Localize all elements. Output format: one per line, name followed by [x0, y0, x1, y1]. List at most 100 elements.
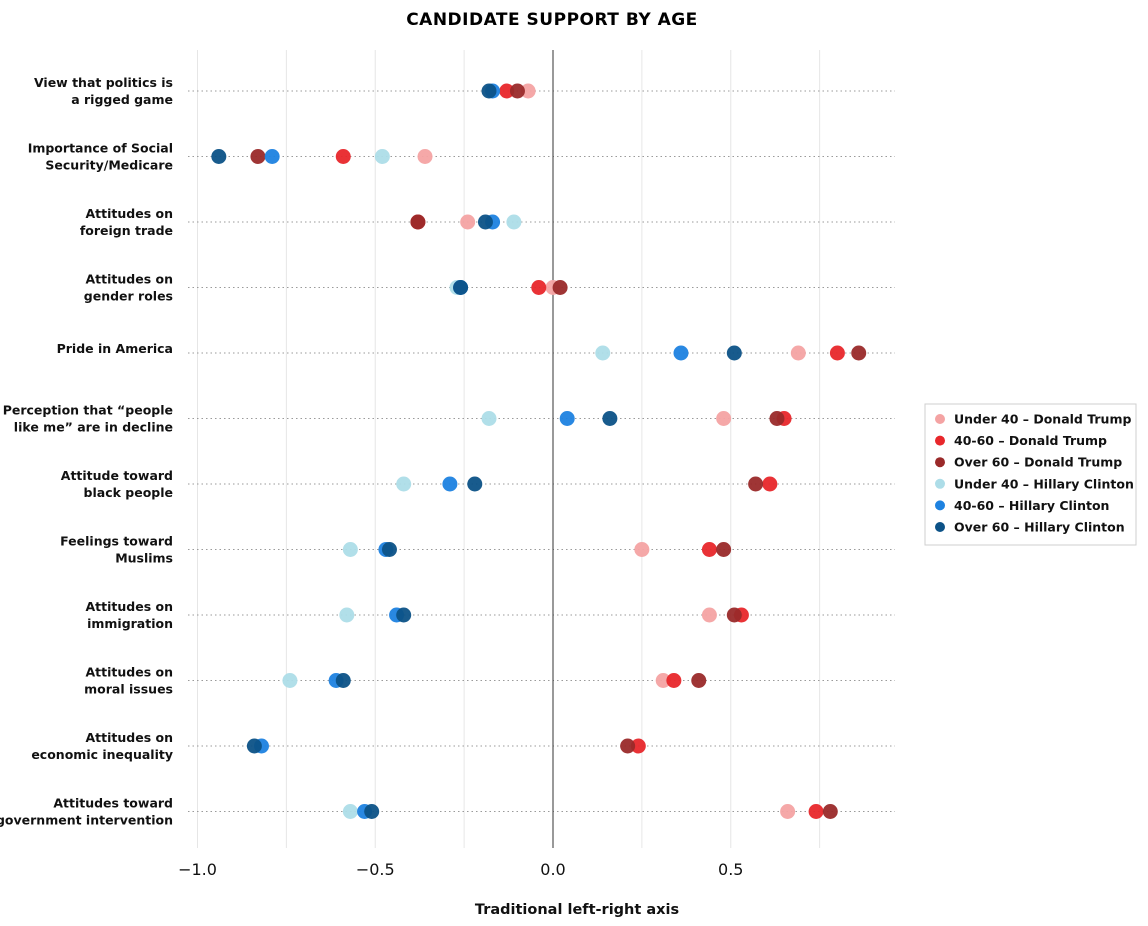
legend-label: 40-60 – Donald Trump — [954, 433, 1107, 448]
category-label: View that politics is — [34, 75, 173, 90]
data-points — [211, 83, 867, 819]
data-point — [630, 738, 646, 754]
legend-label: Over 60 – Hillary Clinton — [954, 520, 1125, 535]
category-label: Pride in America — [57, 341, 173, 356]
data-point — [335, 149, 351, 164]
data-point — [531, 280, 547, 295]
legend-label: Under 40 – Donald Trump — [954, 412, 1131, 427]
grid — [197, 50, 821, 848]
data-point — [780, 804, 796, 819]
category-label: moral issues — [84, 682, 173, 697]
x-axis-ticks: −1.0 −0.5 0.0 0.5 — [178, 860, 743, 879]
data-point — [851, 345, 867, 361]
chart-title: CANDIDATE SUPPORT BY AGE — [406, 10, 698, 30]
data-point — [396, 476, 412, 492]
category-label: Attitudes on — [86, 599, 174, 614]
data-point — [716, 542, 732, 557]
data-point — [559, 411, 575, 426]
data-point — [364, 804, 380, 819]
data-point — [381, 542, 397, 557]
legend-swatch — [935, 414, 945, 424]
data-point — [342, 542, 358, 557]
data-point — [595, 345, 611, 361]
data-point — [790, 345, 806, 361]
data-point — [726, 345, 742, 361]
data-point — [726, 607, 742, 623]
data-point — [246, 738, 262, 754]
data-point — [748, 476, 764, 492]
data-point — [509, 83, 525, 99]
category-label: Attitudes on — [86, 665, 174, 680]
data-point — [822, 804, 838, 819]
data-point — [339, 607, 355, 623]
data-point — [374, 149, 390, 164]
data-point — [673, 345, 689, 361]
x-tick-label: 0.0 — [540, 860, 565, 879]
legend: Under 40 – Donald Trump 40-60 – Donald Tr… — [924, 403, 1137, 546]
category-label: Perception that “people — [3, 403, 173, 418]
data-point — [396, 607, 412, 623]
data-point — [602, 411, 618, 426]
data-point — [620, 738, 636, 754]
data-point — [520, 83, 536, 99]
data-point — [264, 149, 280, 164]
x-tick-label: 0.5 — [718, 860, 743, 879]
category-label: Attitudes on — [86, 272, 174, 287]
data-point — [460, 214, 476, 230]
category-label: immigration — [87, 616, 173, 631]
data-point — [453, 280, 469, 295]
category-label: Importance of Social — [28, 141, 173, 156]
data-point — [506, 214, 522, 230]
data-point — [552, 280, 568, 295]
legend-swatch — [935, 457, 945, 468]
data-point — [769, 411, 785, 426]
data-point — [417, 149, 433, 164]
data-point — [808, 804, 824, 819]
data-point — [701, 607, 717, 623]
category-rows: View that politics is a rigged game Import… — [0, 75, 895, 828]
legend-label: Under 40 – Hillary Clinton — [954, 476, 1134, 491]
data-point — [691, 673, 707, 688]
data-point — [481, 83, 497, 99]
data-point — [282, 673, 298, 688]
data-point — [716, 411, 732, 426]
x-axis-label: Traditional left-right axis — [475, 902, 679, 918]
legend-box — [924, 403, 1137, 546]
x-tick-label: −0.5 — [356, 860, 395, 879]
category-label: Attitudes on — [86, 206, 174, 221]
legend-swatch — [935, 500, 945, 511]
data-point — [467, 476, 483, 492]
data-point — [655, 673, 671, 688]
category-label: Security/Medicare — [45, 158, 173, 173]
category-label: a rigged game — [71, 92, 173, 107]
data-point — [634, 542, 650, 557]
category-label: Muslims — [115, 551, 173, 566]
data-point — [410, 214, 426, 230]
category-label: black people — [84, 485, 173, 500]
data-point — [499, 83, 515, 99]
legend-label: Over 60 – Donald Trump — [954, 455, 1122, 470]
legend-swatch — [935, 478, 945, 489]
category-label: foreign trade — [80, 223, 173, 238]
data-point — [442, 476, 458, 492]
x-tick-label: −1.0 — [178, 860, 217, 879]
category-label: Attitudes toward — [53, 796, 173, 811]
data-point — [829, 345, 845, 361]
data-point — [250, 149, 266, 164]
category-label: Feelings toward — [60, 534, 173, 549]
data-point — [335, 673, 351, 688]
data-point — [342, 804, 358, 819]
data-point — [481, 411, 497, 426]
category-label: Attitude toward — [61, 468, 173, 483]
data-point — [477, 214, 493, 230]
legend-label: 40-60 – Hillary Clinton — [954, 498, 1109, 513]
category-label: government intervention — [0, 813, 173, 828]
legend-swatch — [935, 435, 945, 446]
category-label: gender roles — [84, 289, 173, 304]
data-point — [666, 673, 682, 688]
category-label: economic inequality — [31, 747, 173, 762]
legend-swatch — [935, 522, 945, 532]
data-point — [211, 149, 227, 164]
data-point — [701, 542, 717, 557]
